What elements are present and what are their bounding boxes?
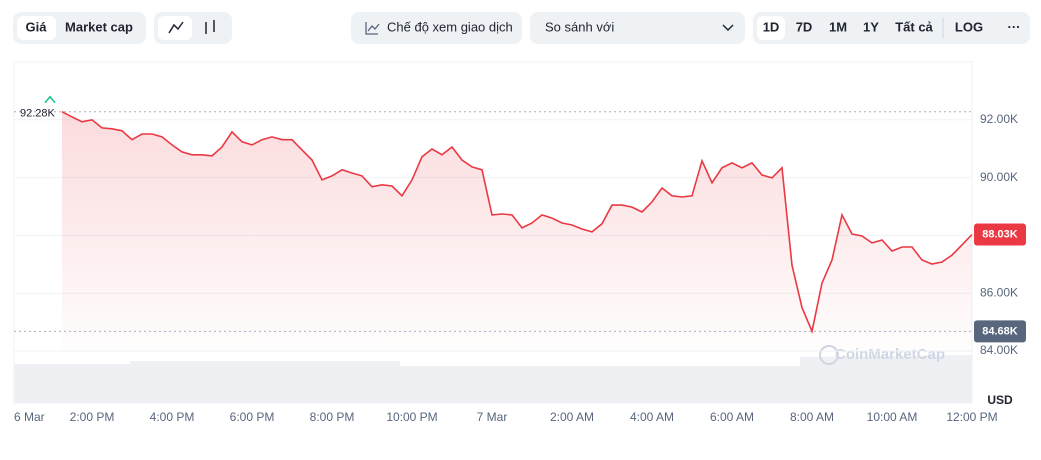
x-tick-label: 8:00 PM xyxy=(310,410,355,424)
x-tick-label: 12:00 PM xyxy=(946,410,997,424)
area xyxy=(62,111,972,351)
y-tick-label: 90.00K xyxy=(980,170,1018,184)
range[interactable]: 1D xyxy=(763,19,780,34)
range[interactable]: Tất cả xyxy=(895,19,933,34)
current-badge xyxy=(974,223,1026,246)
x-tick-label: 10:00 PM xyxy=(386,410,437,424)
range-group xyxy=(753,12,1030,44)
current-label: 88.03K xyxy=(982,228,1018,240)
x-tick-label: 10:00 AM xyxy=(867,410,918,424)
compare[interactable]: So sánh với xyxy=(545,19,614,34)
x-tick-label: 6 Mar xyxy=(14,410,45,424)
volume-area xyxy=(14,355,972,403)
tab-active[interactable] xyxy=(17,16,56,40)
x-tick-label: 7 Mar xyxy=(477,410,508,424)
tab[interactable]: Market cap xyxy=(65,19,133,34)
low-badge xyxy=(974,320,1026,343)
view-icon xyxy=(365,22,380,35)
compare-select[interactable] xyxy=(530,12,745,44)
log-toggle[interactable]: LOG xyxy=(955,19,983,34)
low-label: 84.68K xyxy=(982,325,1018,337)
high-arrow xyxy=(44,95,56,104)
x-tick-label: 6:00 PM xyxy=(230,410,275,424)
x-tick-label: 2:00 AM xyxy=(550,410,594,424)
x-tick-label: 2:00 PM xyxy=(70,410,115,424)
range-active[interactable] xyxy=(757,16,785,40)
x-tick-label: 8:00 AM xyxy=(790,410,834,424)
y-tick-label: 92.00K xyxy=(980,112,1018,126)
price-line xyxy=(61,110,973,334)
range[interactable]: 1M xyxy=(829,19,847,34)
y-tick-label: 86.00K xyxy=(980,285,1018,299)
view-mode-button[interactable] xyxy=(351,12,522,44)
currency: USD xyxy=(987,393,1013,407)
range[interactable]: 7D xyxy=(796,19,813,34)
view-mode[interactable]: Chế độ xem giao dịch xyxy=(387,19,513,34)
high-label: 92.28K xyxy=(20,108,56,120)
x-tick-label: 4:00 PM xyxy=(150,410,195,424)
candle-icon[interactable] xyxy=(205,20,215,34)
line-icon xyxy=(168,21,184,34)
range[interactable]: 1Y xyxy=(863,19,879,34)
x-tick-label: 6:00 AM xyxy=(710,410,754,424)
x-tick-label: 4:00 AM xyxy=(630,410,674,424)
chevron xyxy=(722,24,734,32)
more[interactable]: ··· xyxy=(1008,19,1021,34)
tab[interactable]: Giá xyxy=(26,19,48,34)
line-type[interactable] xyxy=(158,16,192,40)
y-tick-label: 84.00K xyxy=(980,343,1018,357)
